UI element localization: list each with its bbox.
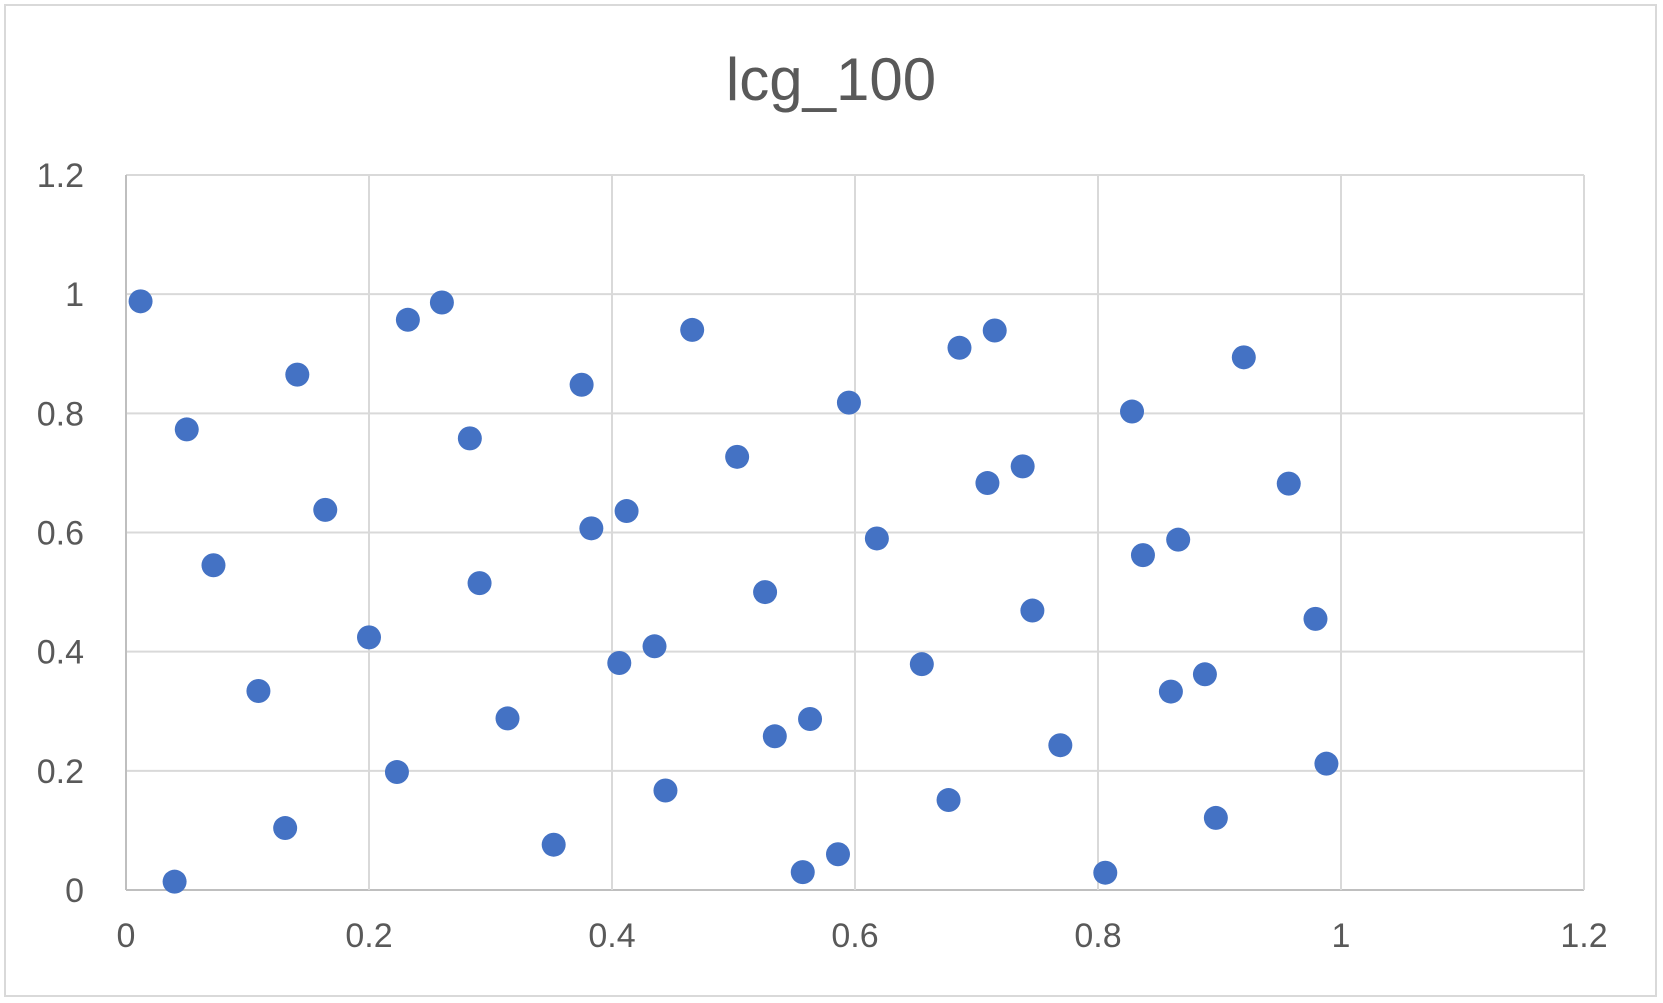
data-point — [313, 497, 338, 522]
data-point — [1120, 399, 1145, 424]
data-point — [162, 869, 187, 894]
y-tick-label: 0.8 — [37, 395, 84, 433]
data-point — [947, 335, 972, 360]
data-point — [357, 625, 381, 650]
x-tick-label: 0.4 — [588, 917, 635, 955]
data-point — [579, 516, 604, 541]
data-point — [495, 706, 520, 731]
data-point — [680, 317, 705, 342]
data-point — [762, 724, 787, 749]
data-point — [836, 390, 861, 415]
data-point — [429, 290, 454, 315]
data-point — [1166, 527, 1191, 552]
tick-labels: 0 0.2 0.4 0.6 0.8 1 1.2 0 0.2 0.4 0.6 0.8 1 1.2 — [37, 157, 1608, 955]
data-point — [936, 788, 961, 813]
data-point — [1192, 662, 1217, 687]
data-point — [1203, 805, 1228, 830]
chart-title: lcg_100 — [726, 46, 936, 113]
x-tick-label: 0 — [117, 917, 136, 955]
data-point — [395, 307, 420, 332]
data-point — [569, 372, 594, 397]
x-tick-label: 1 — [1332, 917, 1351, 955]
y-tick-label: 0 — [65, 872, 84, 910]
data-point — [1231, 345, 1256, 370]
data-point — [273, 816, 298, 841]
data-point — [753, 580, 778, 605]
data-point — [1158, 679, 1183, 704]
x-tick-label: 0.2 — [345, 917, 392, 955]
data-point — [1314, 751, 1339, 776]
data-point — [909, 652, 934, 677]
data-point — [174, 417, 199, 442]
y-tick-label: 1.2 — [37, 157, 84, 195]
data-point — [128, 289, 153, 314]
y-tick-label: 1 — [65, 276, 84, 314]
data-point — [201, 553, 226, 578]
data-point — [798, 706, 823, 731]
data-point — [1020, 598, 1045, 623]
data-point — [1010, 454, 1035, 479]
data-points — [128, 289, 1339, 894]
data-point — [1276, 471, 1301, 496]
data-point — [1303, 606, 1328, 631]
data-point — [1130, 543, 1155, 568]
data-point — [541, 832, 566, 857]
data-point — [467, 571, 492, 596]
data-point — [457, 426, 482, 451]
data-point — [975, 471, 1000, 496]
y-tick-label: 0.4 — [37, 634, 84, 672]
data-point — [790, 860, 815, 885]
data-point — [285, 362, 310, 387]
data-point — [982, 318, 1007, 343]
grid-lines — [125, 174, 1585, 891]
data-point — [864, 526, 889, 551]
data-point — [384, 760, 409, 785]
data-point — [1093, 860, 1118, 885]
data-point — [246, 678, 271, 703]
x-tick-label: 0.6 — [831, 917, 878, 955]
y-tick-label: 0.2 — [37, 753, 84, 791]
data-point — [725, 444, 750, 469]
data-point — [653, 778, 678, 803]
x-tick-label: 0.8 — [1074, 917, 1121, 955]
data-point — [607, 650, 632, 675]
data-point — [614, 499, 639, 524]
data-point — [825, 842, 850, 867]
y-tick-label: 0.6 — [37, 515, 84, 553]
data-point — [1048, 733, 1073, 758]
x-tick-label: 1.2 — [1560, 917, 1607, 955]
data-point — [642, 634, 667, 659]
